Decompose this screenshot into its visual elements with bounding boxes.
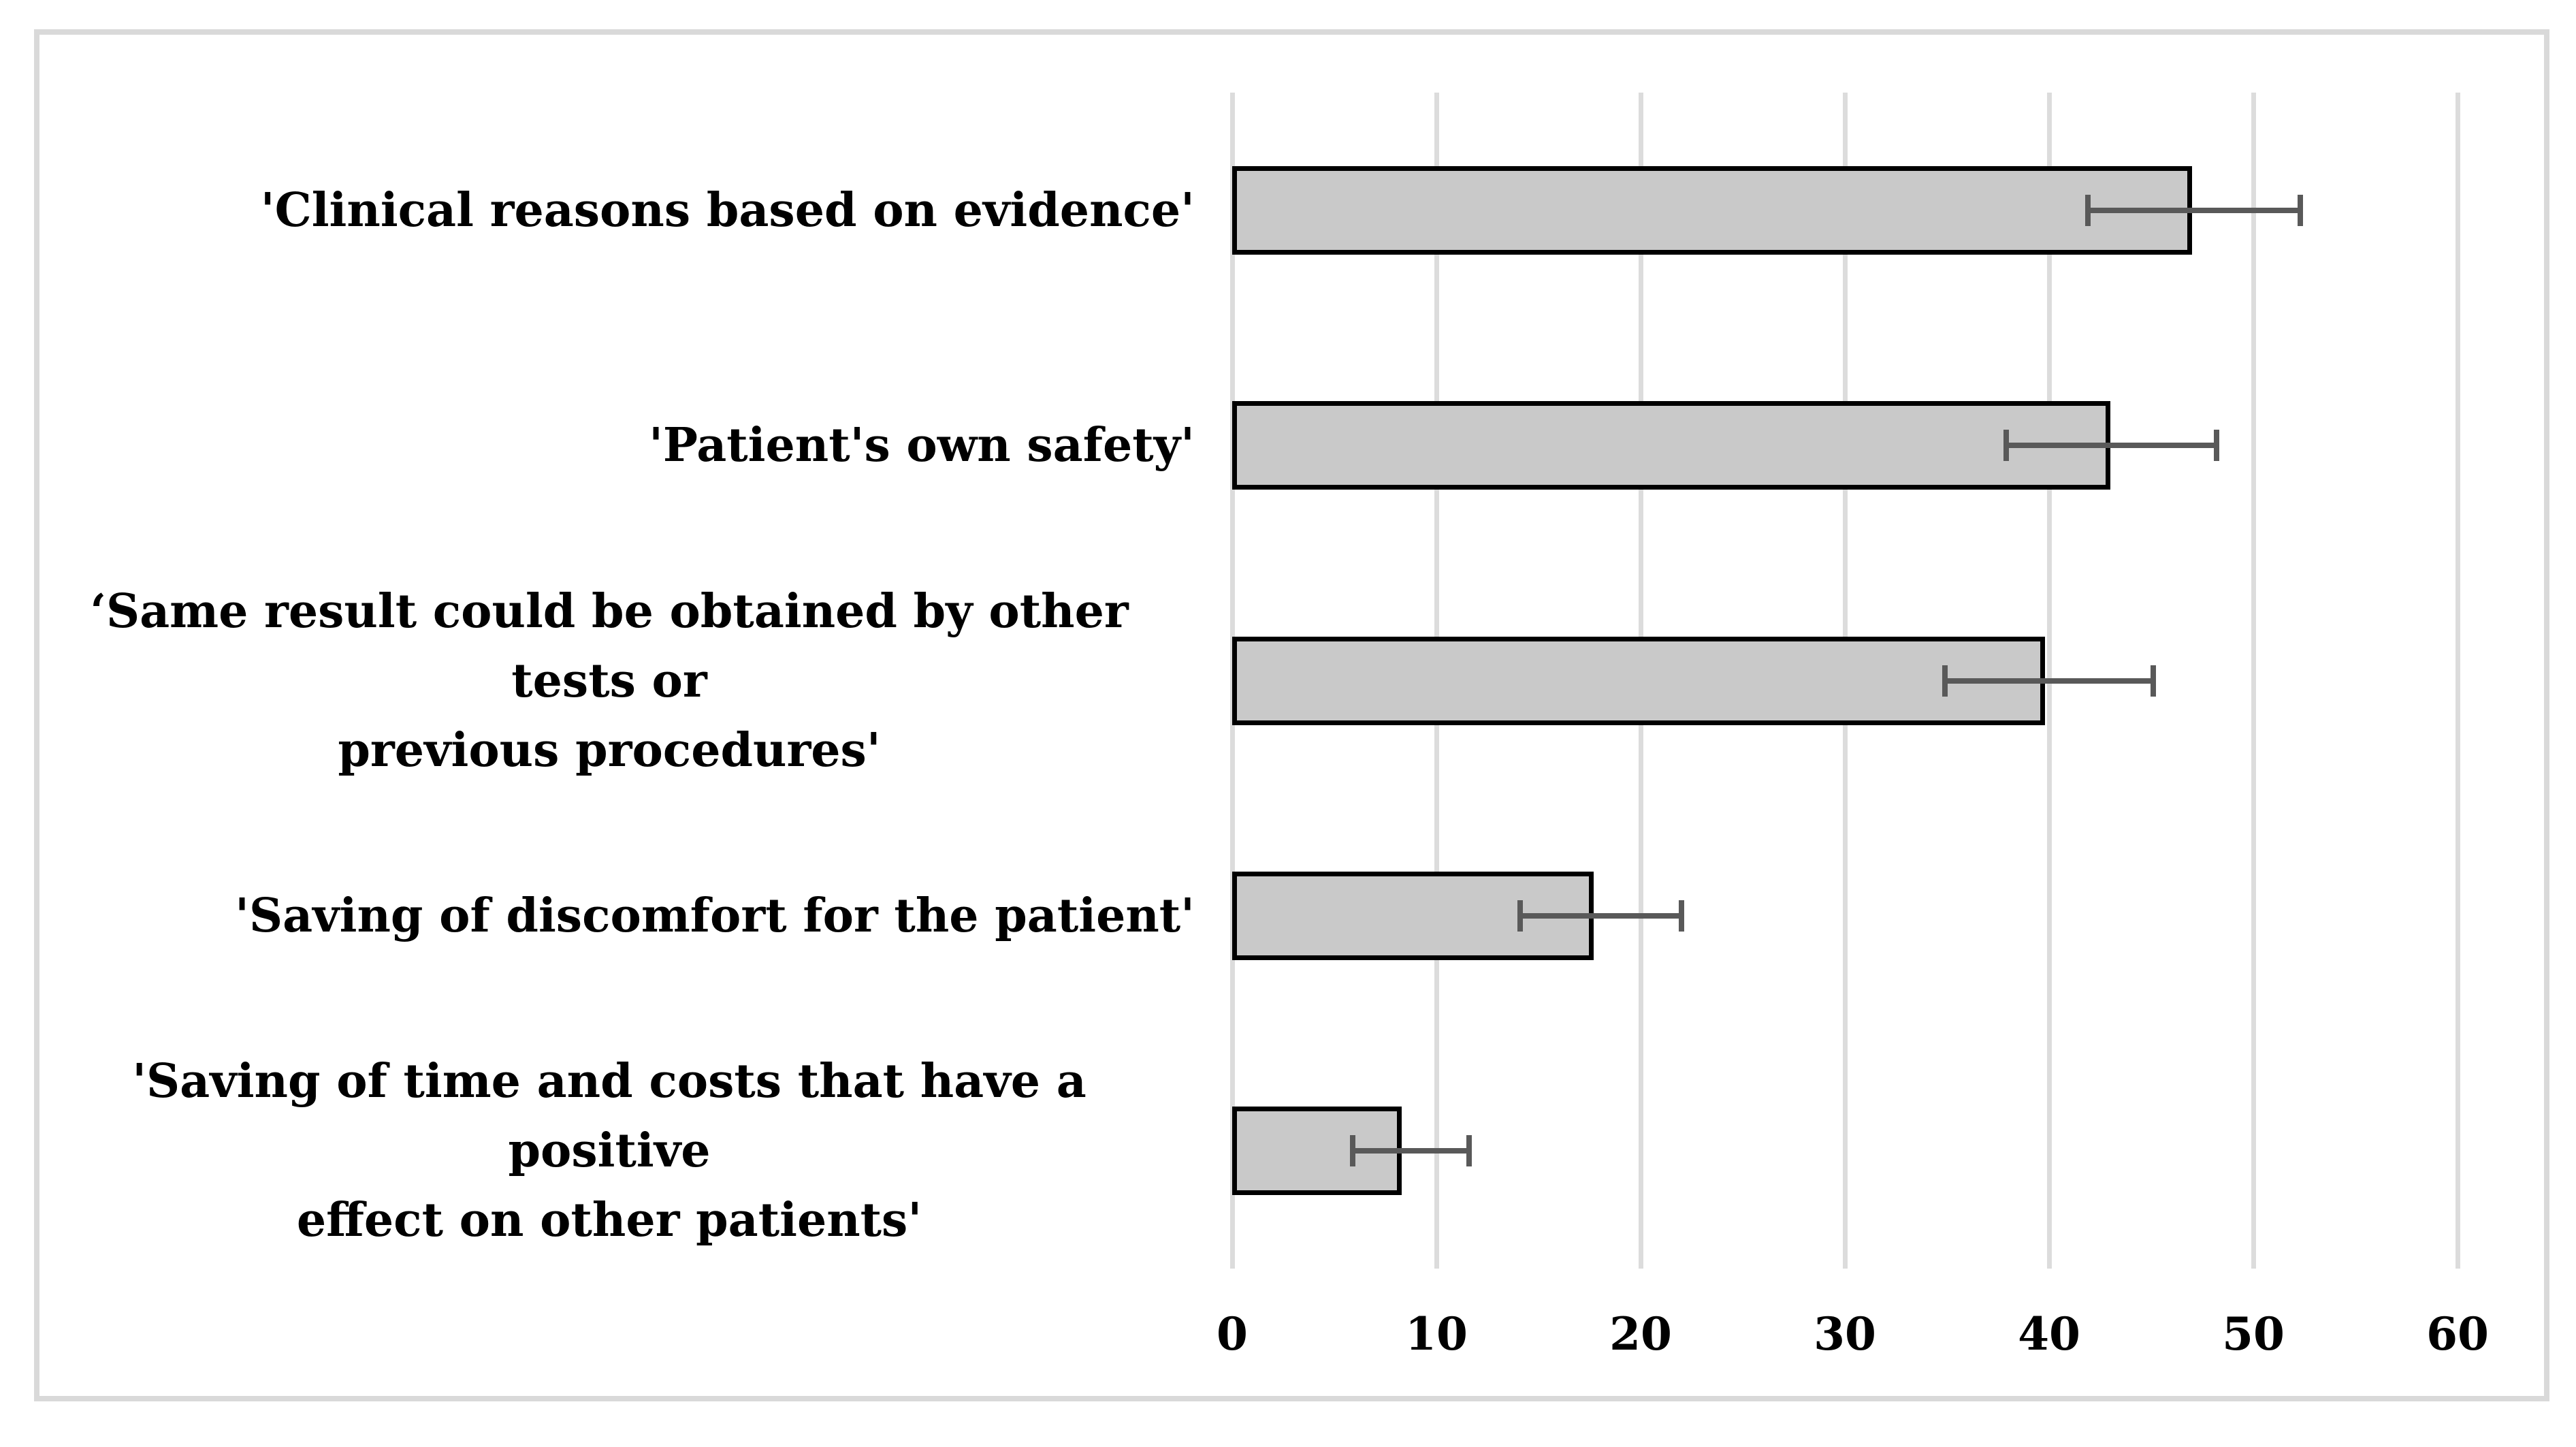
bar [1232, 401, 2110, 490]
category-label: ‘Same result could be obtained by other … [90, 584, 1129, 778]
x-tick-label: 50 [2222, 1307, 2285, 1361]
error-bar-cap-low [2003, 430, 2009, 462]
gridline [2455, 93, 2460, 1269]
x-tick-label: 0 [1217, 1307, 1248, 1361]
x-tick-label: 30 [1814, 1307, 1876, 1361]
error-bar-cap-high [2214, 430, 2219, 462]
category-label: 'Saving of time and costs that have a po… [132, 1054, 1086, 1248]
error-bar-cap-high [1466, 1135, 1472, 1167]
category-label: 'Patient's own safety' [649, 418, 1195, 473]
gridline [2251, 93, 2256, 1269]
error-bar-line [1353, 1148, 1469, 1154]
bar [1232, 636, 2045, 725]
error-bar-cap-high [1679, 900, 1684, 932]
error-bar-cap-low [1517, 900, 1523, 932]
error-bar-line [2088, 207, 2300, 213]
category-label: 'Clinical reasons based on evidence' [260, 182, 1195, 238]
error-bar-cap-low [1942, 665, 1948, 697]
error-bar-line [1945, 678, 2153, 684]
x-tick-label: 20 [1609, 1307, 1672, 1361]
error-bar-line [2006, 443, 2217, 449]
category-label: 'Saving of discomfort for the patient' [235, 888, 1195, 943]
x-tick-label: 40 [2018, 1307, 2080, 1361]
x-tick-label: 60 [2426, 1307, 2489, 1361]
bar [1232, 165, 2192, 255]
error-bar-cap-high [2151, 665, 2156, 697]
x-tick-label: 10 [1405, 1307, 1468, 1361]
error-bar-cap-low [1350, 1135, 1355, 1167]
error-bar-cap-low [2085, 194, 2091, 226]
error-bar-line [1520, 912, 1681, 919]
error-bar-cap-high [2298, 194, 2303, 226]
